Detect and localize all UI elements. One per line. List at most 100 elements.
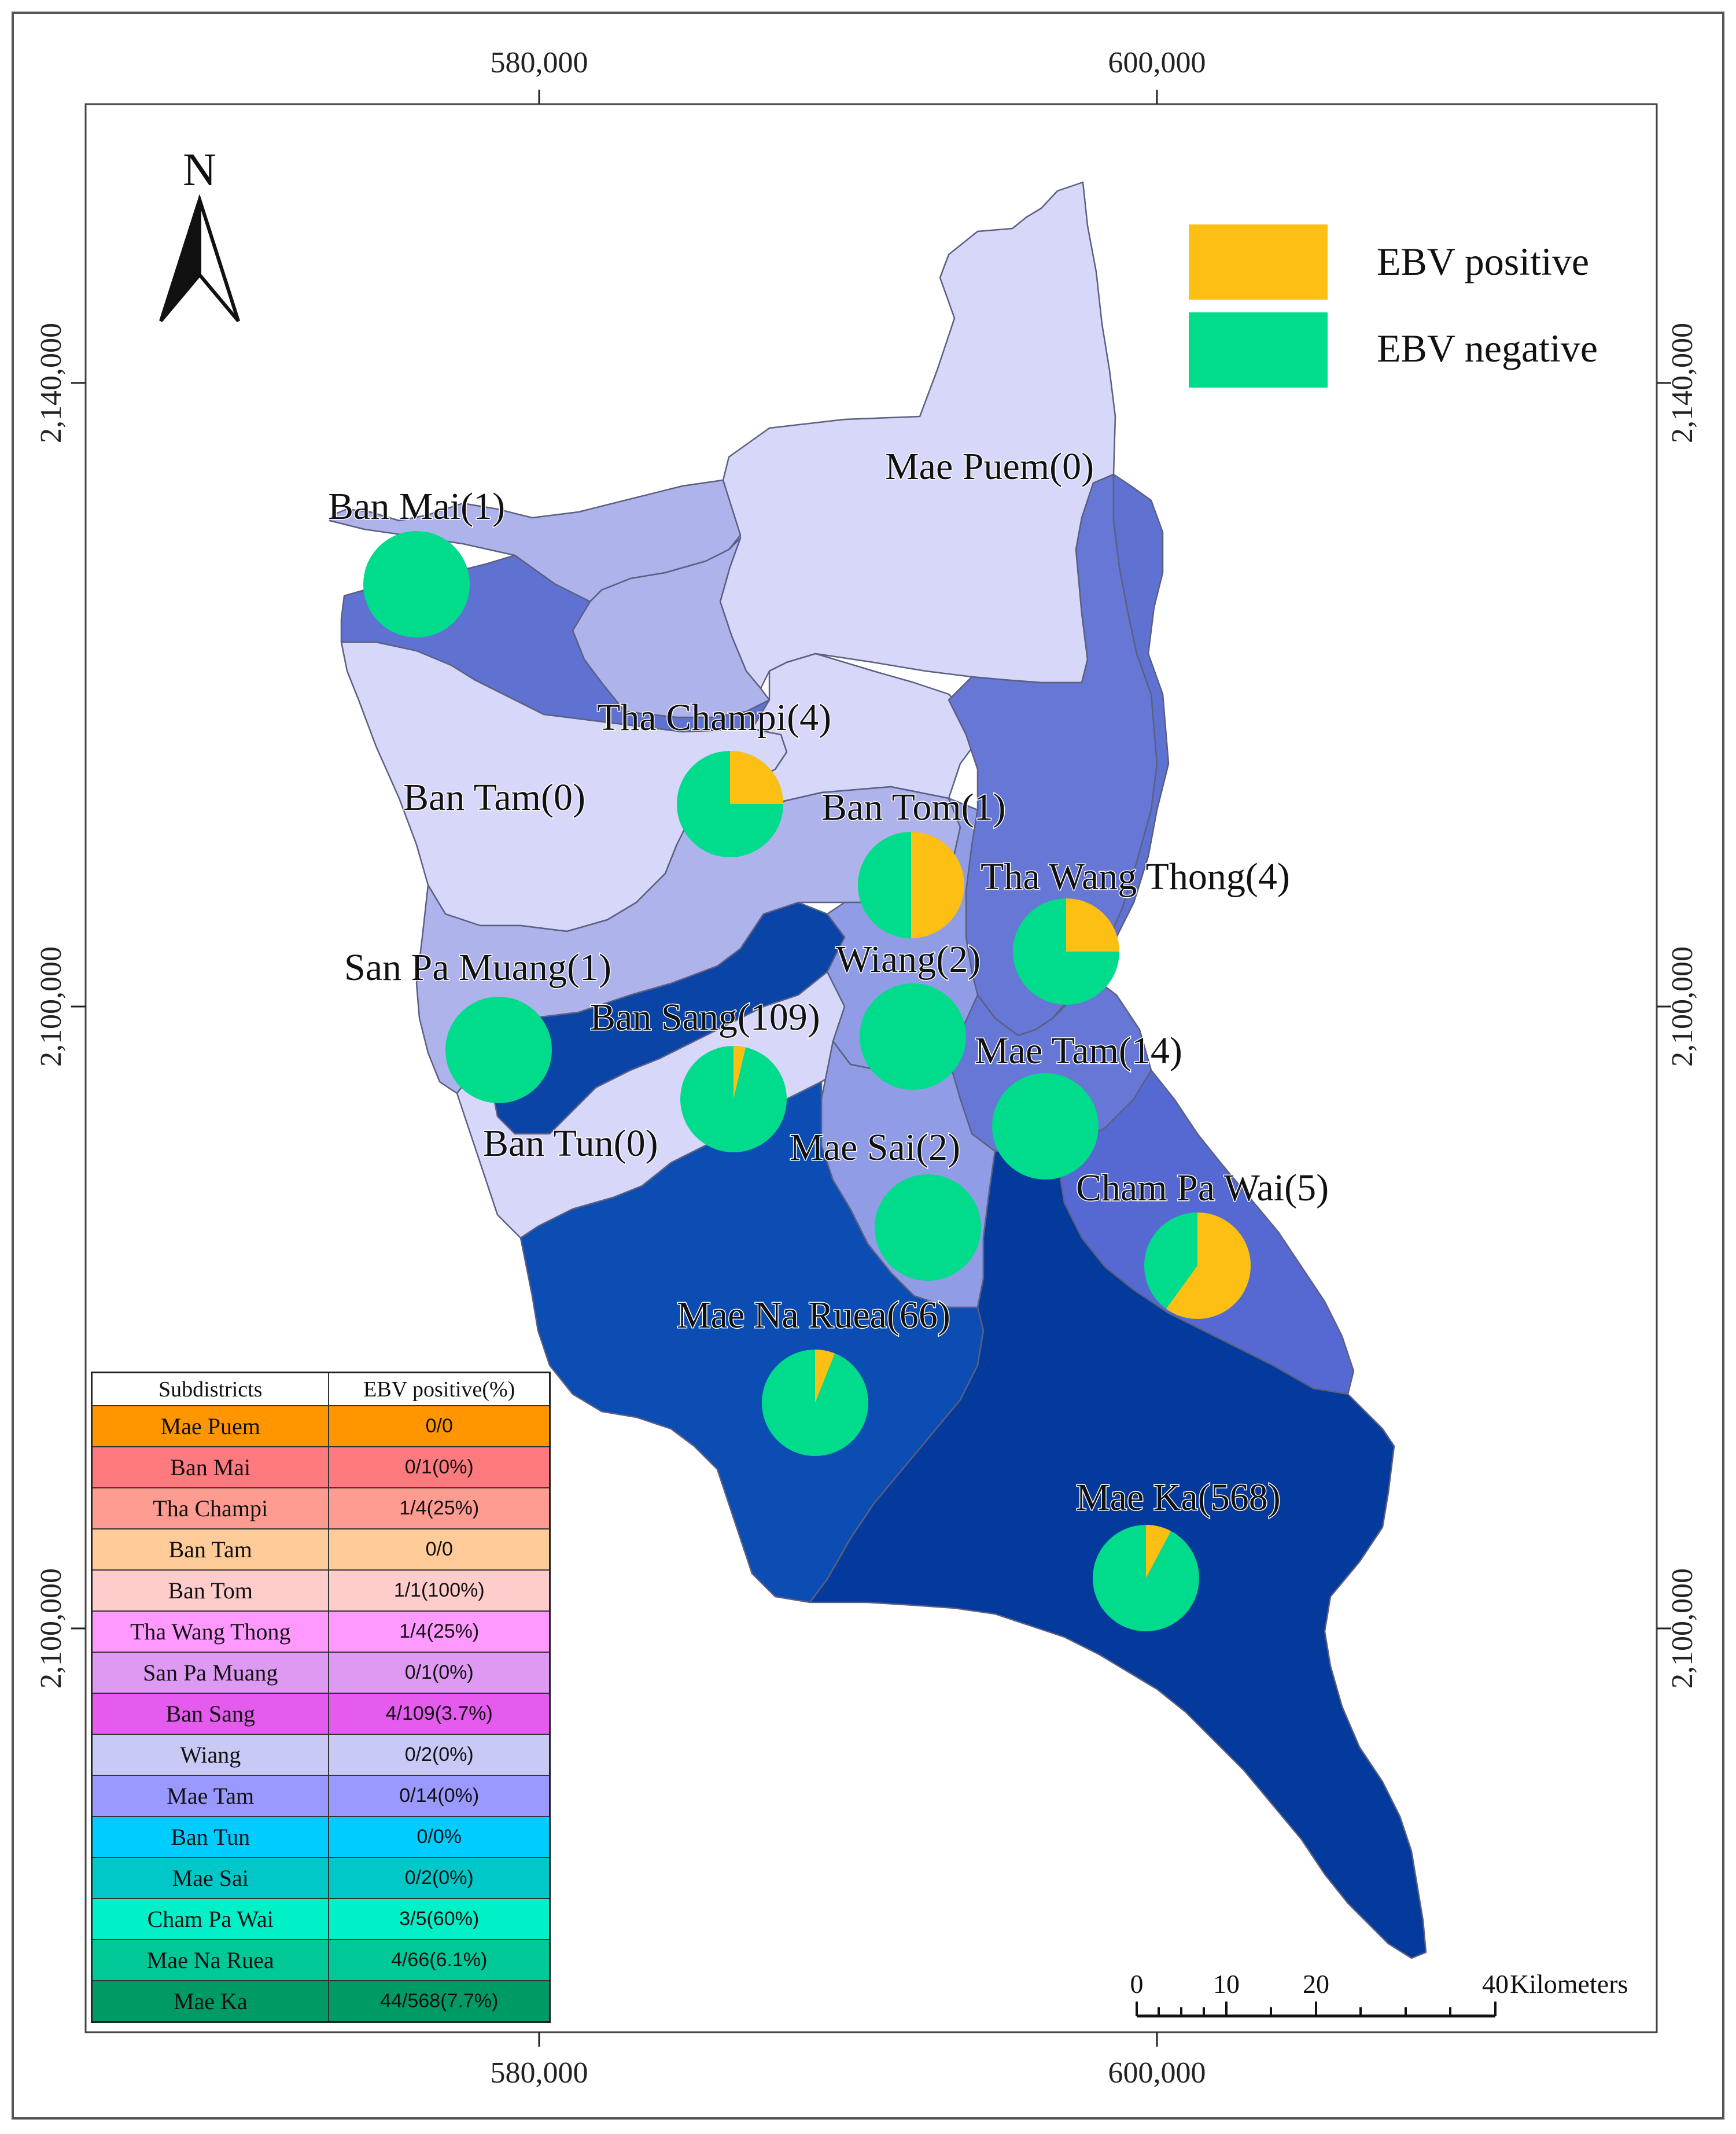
scale-tick-0: 0: [1130, 1969, 1144, 1999]
table-row: Mae Sai 0/2(0%): [91, 1857, 551, 1899]
table-cell-ebv-positive: 0/1(0%): [328, 1446, 551, 1488]
region-mae-puem: [719, 181, 1116, 690]
pie-slice-positive: [734, 1046, 746, 1099]
top-tick-600000: 600,000: [1108, 46, 1206, 79]
table-row: Ban Tam 0/0: [91, 1528, 551, 1571]
pie-slice-positive: [1146, 1525, 1171, 1578]
table-row: Mae Ka 44/568(7.7%): [91, 1980, 551, 2023]
table-row: Ban Tun 0/0%: [91, 1816, 551, 1858]
legend-swatch-negative: [1189, 312, 1328, 388]
scale-tick-20: 20: [1303, 1969, 1329, 1999]
label-tha-champi: Tha Champi(4): [597, 696, 831, 739]
label-ban-tun: Ban Tun(0): [483, 1122, 658, 1164]
left-tick-2: 2,100,000: [35, 946, 68, 1067]
scale-unit: Kilometers: [1510, 1969, 1628, 1999]
table-cell-subdistrict: Cham Pa Wai: [91, 1898, 330, 1940]
north-arrow-icon: N: [159, 145, 240, 322]
label-mae-puem: Mae Puem(0): [885, 445, 1094, 488]
table-cell-ebv-positive: 0/2(0%): [328, 1734, 551, 1776]
pie-slice-negative: [858, 832, 911, 938]
pie-slice-negative: [860, 983, 966, 1090]
table-cell-ebv-positive: 0/0: [328, 1405, 551, 1447]
table-header-row: Subdistricts EBV positive(%): [91, 1372, 551, 1406]
right-tick-2: 2,100,000: [1666, 946, 1699, 1067]
table-row: Mae Na Ruea 4/66(6.1%): [91, 1939, 551, 1981]
pie-mae-sai: [875, 1174, 981, 1281]
frame-ticks: [71, 90, 1671, 2047]
right-tick-3: 2,100,000: [1666, 1568, 1699, 1689]
north-label: N: [183, 145, 216, 196]
table-row: Wiang 0/2(0%): [91, 1734, 551, 1776]
label-mae-ka: Mae Ka(568): [1076, 1476, 1281, 1519]
table-cell-subdistrict: Tha Champi: [91, 1487, 330, 1529]
pie-mae-ka: [1093, 1525, 1199, 1631]
table-row: Ban Sang 4/109(3.7%): [91, 1693, 551, 1735]
table-row: Ban Mai 0/1(0%): [91, 1446, 551, 1488]
table-cell-subdistrict: Ban Tom: [91, 1569, 330, 1612]
table-cell-subdistrict: Mae Tam: [91, 1775, 330, 1817]
table-cell-subdistrict: Ban Tun: [91, 1816, 330, 1858]
pie-slice-positive: [1166, 1212, 1251, 1319]
pie-slice-negative: [445, 997, 552, 1103]
table-cell-ebv-positive: 0/1(0%): [328, 1652, 551, 1694]
table-row: Tha Champi 1/4(25%): [91, 1487, 551, 1529]
scale-tick-40: 40: [1482, 1969, 1509, 1999]
subdistrict-table: Subdistricts EBV positive(%) Mae Puem 0/0…: [91, 1372, 551, 2023]
label-ban-sang: Ban Sang(109): [590, 996, 820, 1038]
left-tick-3: 2,100,000: [35, 1568, 68, 1689]
pie-tha-wang-thong: [1013, 898, 1119, 1005]
table-cell-ebv-positive: 3/5(60%): [328, 1898, 551, 1940]
bottom-tick-600000: 600,000: [1108, 2056, 1206, 2089]
table-cell-subdistrict: Tha Wang Thong: [91, 1610, 330, 1653]
table-cell-subdistrict: Wiang: [91, 1734, 330, 1776]
pie-charts: [363, 531, 1251, 1631]
table-cell-subdistrict: Mae Sai: [91, 1857, 330, 1899]
label-tha-wang-thong: Tha Wang Thong(4): [981, 856, 1290, 898]
pie-slice-positive: [1066, 898, 1119, 952]
table-cell-ebv-positive: 44/568(7.7%): [328, 1980, 551, 2023]
table-cell-ebv-positive: 1/4(25%): [328, 1610, 551, 1653]
label-mae-tam: Mae Tam(14): [975, 1030, 1182, 1072]
pie-slice-negative: [992, 1073, 1099, 1180]
right-tick-1: 2,140,000: [1666, 323, 1699, 443]
label-ban-tam: Ban Tam(0): [403, 776, 585, 819]
table-cell-subdistrict: Ban Sang: [91, 1693, 330, 1735]
legend-label-positive: EBV positive: [1377, 239, 1589, 283]
table-cell-ebv-positive: 1/4(25%): [328, 1487, 551, 1529]
legend-label-negative: EBV negative: [1377, 326, 1598, 370]
pie-slice-negative: [363, 531, 470, 637]
pie-slice-negative: [875, 1174, 981, 1281]
pie-mae-tam: [992, 1073, 1099, 1180]
top-tick-580000: 580,000: [491, 46, 588, 79]
table-cell-ebv-positive: 4/109(3.7%): [328, 1693, 551, 1735]
table-cell-subdistrict: Mae Puem: [91, 1405, 330, 1447]
pie-tha-champi: [677, 751, 783, 857]
table-cell-ebv-positive: 1/1(100%): [328, 1569, 551, 1612]
scale-bar: 0 10 20 40 Kilometers: [1130, 1969, 1628, 2018]
pie-slice-positive: [815, 1350, 835, 1403]
label-san-pa-muang: San Pa Muang(1): [344, 946, 611, 989]
pie-san-pa-muang: [445, 997, 552, 1103]
table-row: Ban Tom 1/1(100%): [91, 1569, 551, 1612]
table-cell-subdistrict: Ban Tam: [91, 1528, 330, 1571]
table-row: Mae Tam 0/14(0%): [91, 1775, 551, 1817]
table-header-ebv-positive: EBV positive(%): [328, 1372, 551, 1406]
table-cell-subdistrict: Mae Na Ruea: [91, 1939, 330, 1981]
label-wiang: Wiang(2): [836, 938, 981, 981]
outer-border: [12, 12, 1724, 2120]
table-cell-ebv-positive: 0/0: [328, 1528, 551, 1571]
table-header-subdistricts: Subdistricts: [91, 1372, 330, 1406]
label-mae-na-ruea: Mae Na Ruea(66): [677, 1294, 950, 1336]
pie-cham-pa-wai: [1144, 1212, 1251, 1319]
pie-wiang: [860, 983, 966, 1090]
label-ban-mai: Ban Mai(1): [328, 485, 505, 528]
bottom-tick-580000: 580,000: [491, 2056, 588, 2089]
table-cell-ebv-positive: 0/14(0%): [328, 1775, 551, 1817]
table-row: San Pa Muang 0/1(0%): [91, 1652, 551, 1694]
left-tick-1: 2,140,000: [35, 323, 68, 443]
table-cell-ebv-positive: 0/0%: [328, 1816, 551, 1858]
map-frame: [84, 103, 1658, 2033]
label-cham-pa-wai: Cham Pa Wai(5): [1076, 1167, 1329, 1209]
